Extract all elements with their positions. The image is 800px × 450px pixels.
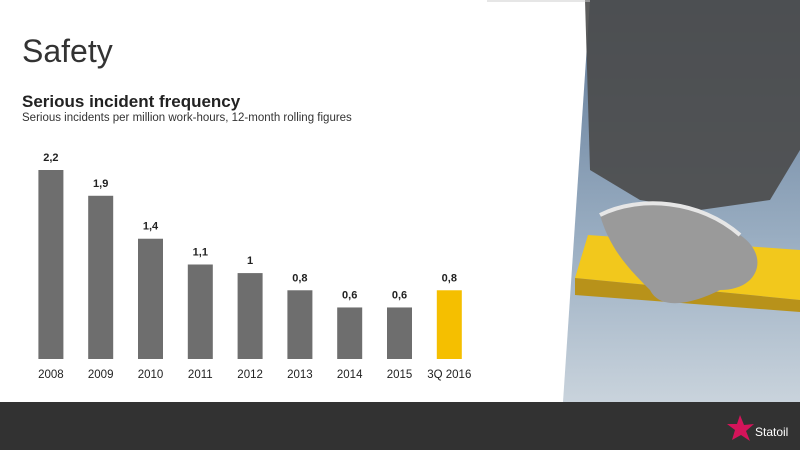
- x-tick-label: 2012: [237, 369, 263, 381]
- chart-subtitle: Serious incidents per million work-hours…: [22, 112, 352, 124]
- value-label: 0,8: [442, 272, 457, 284]
- bar: [187, 264, 213, 359]
- bar: [337, 307, 363, 359]
- value-label: 1,9: [93, 178, 108, 190]
- value-label: 2,2: [43, 152, 58, 164]
- value-label: 0,6: [342, 289, 357, 301]
- bar: [88, 195, 114, 359]
- logo: Statoil: [755, 425, 788, 439]
- bar: [436, 290, 462, 359]
- bar: [38, 170, 64, 359]
- x-tick-label: 2015: [387, 369, 413, 381]
- footer-bar: [0, 402, 800, 450]
- value-label: 0,8: [292, 272, 307, 284]
- value-label: 1,4: [143, 221, 159, 233]
- x-tick-label: 2008: [38, 369, 64, 381]
- bar: [237, 273, 263, 359]
- value-label: 1: [247, 255, 253, 267]
- x-tick-label: 2009: [88, 369, 114, 381]
- slide-title: Safety: [22, 33, 113, 69]
- bar: [287, 290, 313, 359]
- value-label: 1,1: [193, 247, 208, 259]
- x-tick-label: 2010: [138, 369, 164, 381]
- photo: [487, 0, 800, 402]
- value-label: 0,6: [392, 289, 407, 301]
- x-tick-label: 2014: [337, 369, 363, 381]
- chart-title: Serious incident frequency: [22, 92, 241, 111]
- x-tick-label: 2011: [188, 369, 213, 381]
- bar: [138, 238, 163, 359]
- logo-icon: [727, 415, 754, 441]
- x-tick-label: 2013: [287, 369, 313, 381]
- x-tick-label: 3Q 2016: [427, 369, 471, 381]
- bar: [387, 307, 412, 359]
